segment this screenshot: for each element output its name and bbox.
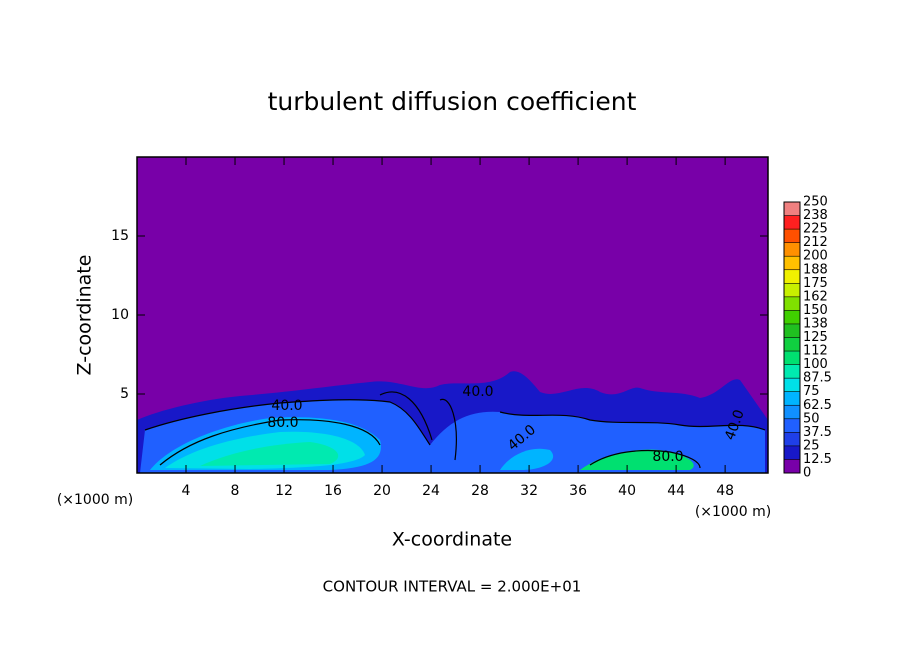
x-axis-label: X-coordinate <box>392 529 512 551</box>
colorbar-band <box>784 378 800 392</box>
x-tick-label: 48 <box>716 483 734 499</box>
contour-line <box>499 411 766 431</box>
colorbar-band <box>784 296 800 311</box>
colorbar-tick-label: 75 <box>803 384 820 399</box>
colorbar-band <box>784 215 800 230</box>
chart-title: turbulent diffusion coefficient <box>268 87 637 116</box>
contour-line <box>159 419 381 466</box>
contour-line <box>379 391 457 461</box>
colorbar-tick-label: 250 <box>803 195 828 210</box>
x-tick-label: 12 <box>275 483 293 499</box>
field-region <box>500 448 554 470</box>
contour-line <box>589 449 701 469</box>
colorbar-band <box>784 256 800 270</box>
colorbar-tick-label: 87.5 <box>803 371 832 386</box>
colorbar-tick-label: 50 <box>803 411 820 426</box>
colorbar-band <box>784 242 800 257</box>
colorbar-band <box>784 364 800 379</box>
colorbar-band <box>784 310 800 324</box>
colorbar-tick-label: 62.5 <box>803 398 832 413</box>
colorbar-tick-label: 150 <box>803 303 828 318</box>
colorbar-tick-label: 238 <box>803 208 828 223</box>
contour-label: 80.0 <box>652 449 683 465</box>
colorbar-band <box>784 459 800 473</box>
y-axis-label: Z-coordinate <box>74 255 96 376</box>
colorbar-tick-label: 212 <box>803 235 828 250</box>
contour-label: 40.0 <box>271 398 302 414</box>
colorbar-band <box>784 405 800 419</box>
contour-field <box>137 157 768 473</box>
colorbar-band <box>784 432 800 446</box>
colorbar-tick-label: 200 <box>803 249 828 264</box>
colorbar-tick-label: 175 <box>803 276 828 291</box>
x-tick-label: 8 <box>231 483 240 499</box>
colorbar-band <box>784 202 800 216</box>
colorbar-tick-label: 37.5 <box>803 425 832 440</box>
x-tick-label: 16 <box>324 483 342 499</box>
colorbar-band <box>784 337 800 352</box>
x-tick-label: 20 <box>373 483 391 499</box>
colorbar-tick-label: 225 <box>803 222 828 237</box>
colorbar-tick-label: 125 <box>803 330 828 345</box>
y-tick-label: 5 <box>120 386 129 402</box>
y-tick-label: 15 <box>111 228 129 244</box>
colorbar-band <box>784 283 800 297</box>
x-tick-label: 40 <box>618 483 636 499</box>
colorbar-tick-label: 12.5 <box>803 452 832 467</box>
colorbar-tick-label: 100 <box>803 357 828 372</box>
x-tick-label: 4 <box>182 483 191 499</box>
colorbar-tick-label: 112 <box>803 344 828 359</box>
colorbar-tick-label: 188 <box>803 262 828 277</box>
field-region <box>580 449 694 470</box>
x-tick-label: 36 <box>569 483 587 499</box>
y-tick-label: 10 <box>111 307 129 323</box>
colorbar-band <box>784 323 800 338</box>
colorbar-band <box>784 445 800 460</box>
colorbar-band <box>784 229 800 243</box>
contour-label: 40.0 <box>462 384 493 400</box>
colorbar-tick-label: 0 <box>803 466 811 481</box>
x-unit-label: (×1000 m) <box>57 492 133 508</box>
field-region <box>200 442 339 466</box>
x-tick-label: 32 <box>520 483 538 499</box>
x-unit-label: (×1000 m) <box>695 504 771 520</box>
colorbar-tick-label: 25 <box>803 438 820 453</box>
colorbar-tick-label: 138 <box>803 316 828 331</box>
colorbar-band <box>784 391 800 406</box>
contour-label: 80.0 <box>267 415 298 431</box>
contour-line <box>144 399 431 446</box>
x-tick-label: 28 <box>471 483 489 499</box>
x-tick-label: 24 <box>422 483 440 499</box>
annotation: CONTOUR INTERVAL = 2.000E+01 <box>323 578 582 596</box>
colorbar-band <box>784 269 800 284</box>
colorbar-band <box>784 351 800 365</box>
x-tick-label: 44 <box>667 483 685 499</box>
colorbar-tick-label: 162 <box>803 289 828 304</box>
colorbar-band <box>784 418 800 433</box>
